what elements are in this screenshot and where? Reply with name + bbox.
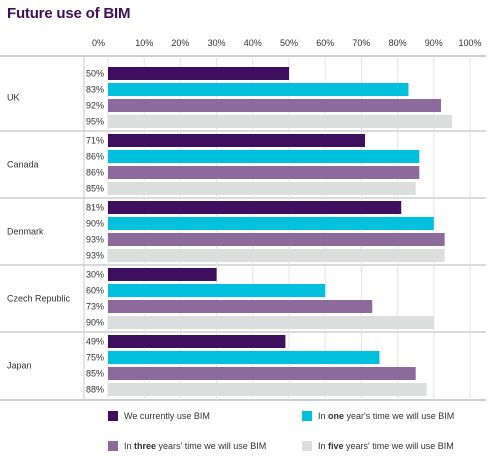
bar xyxy=(108,134,366,147)
value-label: 85% xyxy=(86,369,104,379)
value-label: 75% xyxy=(86,353,104,363)
bar xyxy=(108,367,416,380)
bar xyxy=(108,284,326,297)
value-label: 60% xyxy=(86,286,104,296)
category-label: Japan xyxy=(7,361,32,371)
value-label: 86% xyxy=(86,152,104,162)
value-label: 71% xyxy=(86,136,104,146)
value-label: 49% xyxy=(86,337,104,347)
bar xyxy=(108,249,445,262)
value-label: 90% xyxy=(86,318,104,328)
bar xyxy=(108,99,442,112)
bar xyxy=(108,182,416,195)
x-tick-label: 100% xyxy=(458,38,481,48)
bar xyxy=(108,268,217,281)
value-label: 93% xyxy=(86,235,104,245)
x-tick-label: 40% xyxy=(244,38,262,48)
value-label: 50% xyxy=(86,69,104,79)
x-tick-label: 20% xyxy=(171,38,189,48)
x-tick-label: 70% xyxy=(352,38,370,48)
bar xyxy=(108,150,420,163)
value-label: 88% xyxy=(86,385,104,395)
value-label: 30% xyxy=(86,270,104,280)
bar xyxy=(108,335,286,348)
x-tick-label: 80% xyxy=(389,38,407,48)
value-label: 92% xyxy=(86,101,104,111)
bar xyxy=(108,233,445,246)
bar xyxy=(108,166,420,179)
value-label: 81% xyxy=(86,203,104,213)
value-label: 93% xyxy=(86,251,104,261)
x-tick-label: 0% xyxy=(92,38,105,48)
bar xyxy=(108,67,289,80)
category-label: UK xyxy=(7,93,20,103)
category-label: Czech Republic xyxy=(7,294,71,304)
category-label: Canada xyxy=(7,160,39,170)
bar xyxy=(108,351,380,364)
x-tick-label: 50% xyxy=(280,38,298,48)
value-label: 95% xyxy=(86,117,104,127)
x-tick-label: 90% xyxy=(425,38,443,48)
bar xyxy=(108,115,452,128)
category-label: Denmark xyxy=(7,227,44,237)
value-label: 86% xyxy=(86,168,104,178)
x-tick-label: 30% xyxy=(208,38,226,48)
bar xyxy=(108,316,434,329)
value-label: 90% xyxy=(86,219,104,229)
chart-title: Future use of BIM xyxy=(7,5,131,22)
value-label: 85% xyxy=(86,184,104,194)
bar xyxy=(108,217,434,230)
bar xyxy=(108,201,402,214)
x-tick-label: 10% xyxy=(135,38,153,48)
x-tick-label: 60% xyxy=(316,38,334,48)
bar xyxy=(108,83,409,96)
bar xyxy=(108,383,427,396)
value-label: 83% xyxy=(86,85,104,95)
value-label: 73% xyxy=(86,302,104,312)
bar xyxy=(108,300,373,313)
